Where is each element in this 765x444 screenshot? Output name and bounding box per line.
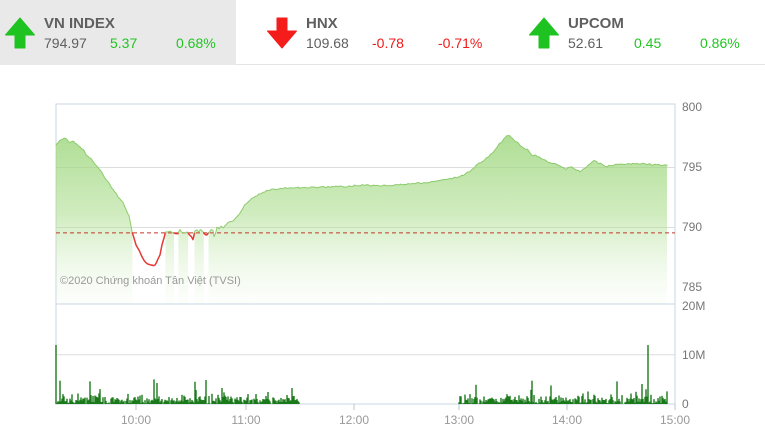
svg-text:785: 785 (682, 280, 702, 294)
svg-text:14:00: 14:00 (552, 413, 582, 427)
svg-text:15:00: 15:00 (660, 413, 690, 427)
svg-text:10M: 10M (682, 348, 705, 362)
svg-text:©2020 Chứng khoán Tân Việt (TV: ©2020 Chứng khoán Tân Việt (TVSI) (60, 275, 241, 287)
svg-text:12:00: 12:00 (339, 413, 369, 427)
svg-text:10:00: 10:00 (121, 413, 151, 427)
svg-text:20M: 20M (682, 299, 705, 313)
svg-text:11:00: 11:00 (231, 413, 260, 427)
svg-text:800: 800 (682, 100, 702, 114)
svg-text:0: 0 (682, 397, 689, 411)
svg-text:13:00: 13:00 (444, 413, 474, 427)
svg-text:790: 790 (682, 220, 702, 234)
svg-text:795: 795 (682, 160, 702, 174)
